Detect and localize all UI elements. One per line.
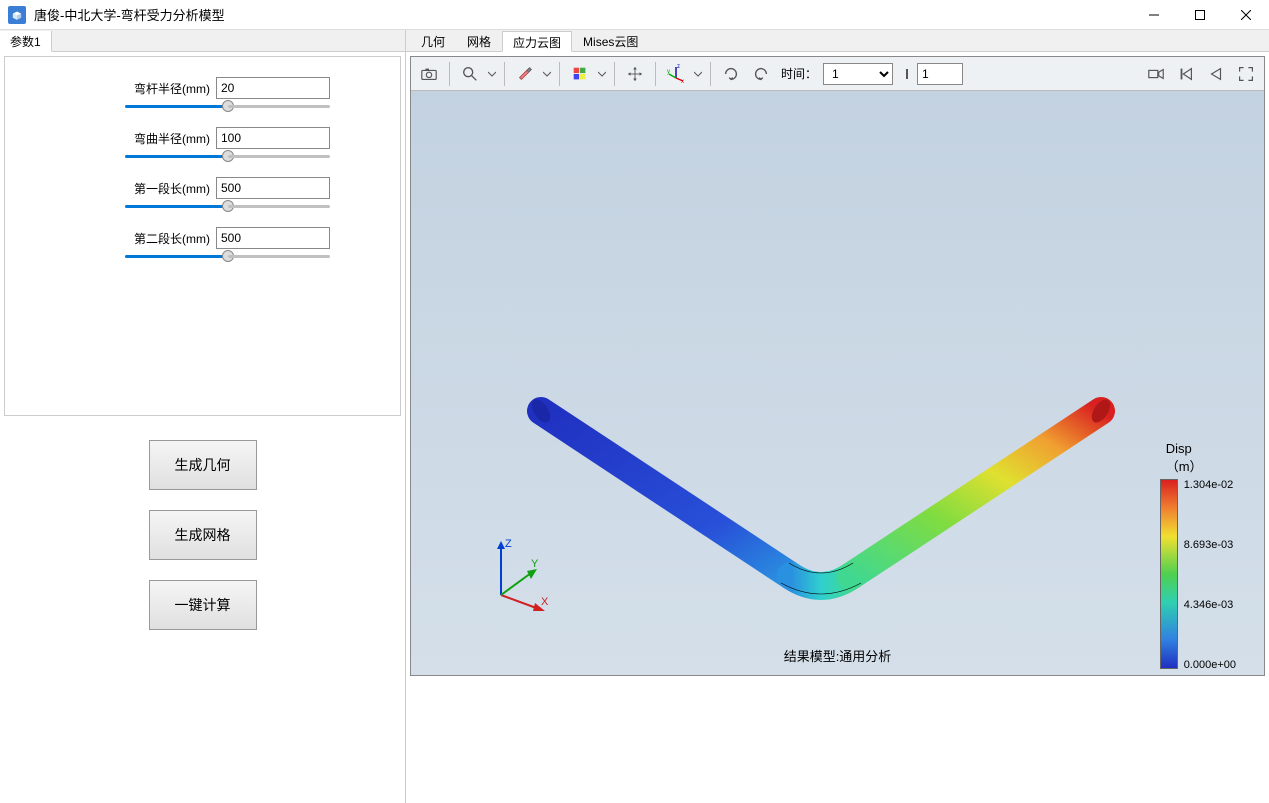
- param-label-seg2-length: 第二段长(mm): [134, 230, 210, 247]
- time-select[interactable]: 1: [823, 63, 893, 85]
- action-buttons: 生成几何 生成网格 一键计算: [0, 440, 405, 630]
- slider-rod-radius[interactable]: [125, 105, 330, 109]
- input-seg1-length[interactable]: [216, 177, 330, 199]
- play-back-icon[interactable]: [1202, 60, 1230, 88]
- cube-dropdown-icon[interactable]: [596, 70, 608, 78]
- frame-input[interactable]: [917, 63, 963, 85]
- param-label-seg1-length: 第一段长(mm): [134, 180, 210, 197]
- view-tabs: 几何 网格 应力云图 Mises云图: [406, 30, 1269, 52]
- axis-triad: Z X Y: [481, 535, 561, 615]
- brush-dropdown-icon[interactable]: [541, 70, 553, 78]
- svg-text:Y: Y: [531, 558, 539, 570]
- title-bar: 唐俊-中北大学-弯杆受力分析模型: [0, 0, 1269, 30]
- tab-mesh[interactable]: 网格: [456, 30, 502, 51]
- svg-text:X: X: [541, 596, 549, 608]
- svg-text:z: z: [677, 64, 680, 70]
- viz-background: Z X Y Disp （m）: [411, 91, 1264, 675]
- tab-stress-cloud[interactable]: 应力云图: [502, 31, 572, 52]
- tab-geometry[interactable]: 几何: [410, 30, 456, 51]
- legend-ticks: 1.304e-02 8.693e-03 4.346e-03 0.000e+00: [1184, 479, 1236, 671]
- input-seg2-length[interactable]: [216, 227, 330, 249]
- axis-dropdown-icon[interactable]: [692, 70, 704, 78]
- rotate-ccw-icon[interactable]: [747, 60, 775, 88]
- window-controls: [1131, 0, 1269, 29]
- color-legend: Disp （m） 1.304e-02 8.693e-03 4.346e-03 0…: [1160, 441, 1236, 671]
- maximize-button[interactable]: [1177, 0, 1223, 29]
- viewport[interactable]: z x y 时间： 1: [410, 56, 1265, 676]
- slider-thumb[interactable]: [222, 100, 234, 112]
- axis-xyz-icon[interactable]: z x y: [662, 60, 690, 88]
- result-model-label: 结果模型:通用分析: [784, 646, 892, 665]
- right-panel: 几何 网格 应力云图 Mises云图: [406, 30, 1269, 803]
- parameter-panel: 参数1 弯杆半径(mm) 弯曲半径(mm) 第一段长(mm) 第二段长(mm): [0, 30, 406, 803]
- brush-icon[interactable]: [511, 60, 539, 88]
- minimize-button[interactable]: [1131, 0, 1177, 29]
- param-tab-bar: 参数1: [0, 30, 405, 52]
- zoom-dropdown-icon[interactable]: [486, 70, 498, 78]
- input-bend-radius[interactable]: [216, 127, 330, 149]
- input-rod-radius[interactable]: [216, 77, 330, 99]
- zoom-icon[interactable]: [456, 60, 484, 88]
- time-label: 时间：: [781, 65, 817, 82]
- param-label-bend-radius: 弯曲半径(mm): [134, 130, 210, 147]
- slider-bend-radius[interactable]: [125, 155, 330, 159]
- video-icon[interactable]: [1142, 60, 1170, 88]
- app-icon: [8, 6, 26, 24]
- slider-thumb[interactable]: [222, 150, 234, 162]
- generate-mesh-button[interactable]: 生成网格: [149, 510, 257, 560]
- tab-mises-cloud[interactable]: Mises云图: [572, 30, 649, 51]
- param-label-rod-radius: 弯杆半径(mm): [134, 80, 210, 97]
- param-box: 弯杆半径(mm) 弯曲半径(mm) 第一段长(mm) 第二段长(mm): [4, 56, 401, 416]
- svg-text:Z: Z: [505, 538, 512, 550]
- skip-start-icon[interactable]: [1172, 60, 1200, 88]
- slider-thumb[interactable]: [222, 250, 234, 262]
- generate-geometry-button[interactable]: 生成几何: [149, 440, 257, 490]
- legend-title: Disp （m）: [1160, 441, 1203, 475]
- svg-text:x: x: [681, 79, 684, 84]
- cube-color-icon[interactable]: [566, 60, 594, 88]
- param-tab-1[interactable]: 参数1: [0, 31, 52, 52]
- compute-button[interactable]: 一键计算: [149, 580, 257, 630]
- move-icon[interactable]: [621, 60, 649, 88]
- legend-color-bar: [1160, 479, 1178, 669]
- step-icon[interactable]: [895, 60, 915, 88]
- fullscreen-icon[interactable]: [1232, 60, 1260, 88]
- close-button[interactable]: [1223, 0, 1269, 29]
- viewport-toolbar: z x y 时间： 1: [411, 57, 1264, 91]
- camera-icon[interactable]: [415, 60, 443, 88]
- bent-rod-visualization: [521, 391, 1121, 651]
- slider-thumb[interactable]: [222, 200, 234, 212]
- rotate-cw-icon[interactable]: [717, 60, 745, 88]
- svg-text:y: y: [667, 69, 670, 75]
- slider-seg2-length[interactable]: [125, 255, 330, 259]
- window-title: 唐俊-中北大学-弯杆受力分析模型: [34, 5, 1131, 24]
- slider-seg1-length[interactable]: [125, 205, 330, 209]
